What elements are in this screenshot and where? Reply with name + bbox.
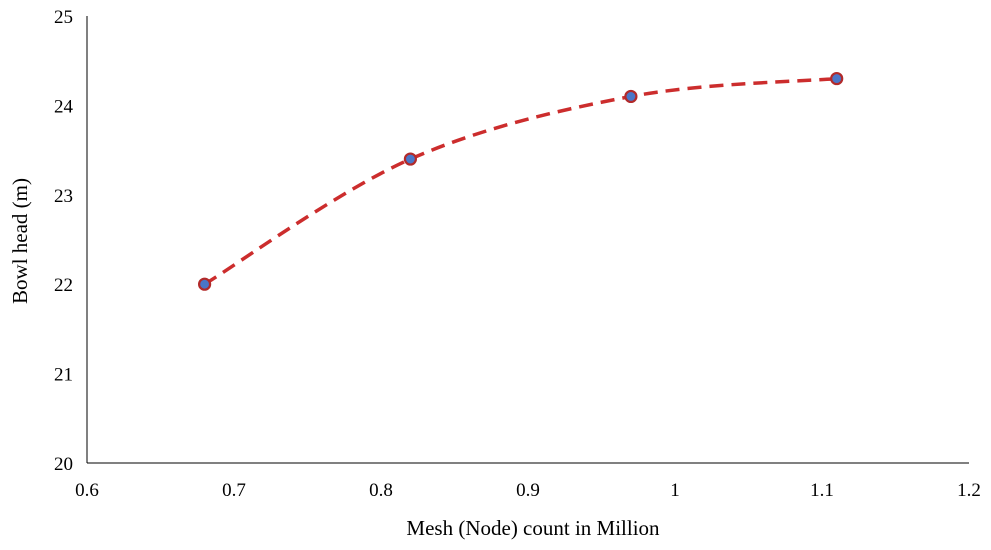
x-tick-label: 0.8 — [369, 480, 393, 501]
series-line — [203, 76, 837, 286]
tick-labels: 0.6 0.7 0.8 0.9 1 1.1 1.2 20 21 22 23 24 25 — [54, 7, 981, 501]
data-points — [198, 71, 844, 291]
y-tick-label: 20 — [54, 454, 73, 475]
x-tick-label: 0.9 — [516, 480, 540, 501]
x-axis-label: Mesh (Node) count in Million — [406, 516, 660, 540]
y-tick-label: 23 — [54, 186, 73, 207]
x-tick-label: 1.1 — [810, 480, 834, 501]
data-point — [624, 89, 638, 104]
x-tick-label: 1 — [670, 480, 680, 501]
y-tick-label: 21 — [54, 365, 73, 386]
data-point — [403, 152, 417, 166]
y-tick-label: 25 — [54, 7, 73, 28]
series-layer — [203, 76, 837, 286]
y-tick-label: 22 — [54, 275, 73, 296]
y-tick-label: 24 — [54, 96, 74, 117]
data-point — [198, 277, 212, 291]
x-tick-label: 0.6 — [75, 480, 99, 501]
axes — [86, 16, 969, 464]
x-tick-label: 1.2 — [957, 480, 981, 501]
x-tick-label: 0.7 — [222, 480, 246, 501]
y-axis-label: Bowl head (m) — [8, 178, 32, 304]
data-point — [830, 71, 844, 86]
